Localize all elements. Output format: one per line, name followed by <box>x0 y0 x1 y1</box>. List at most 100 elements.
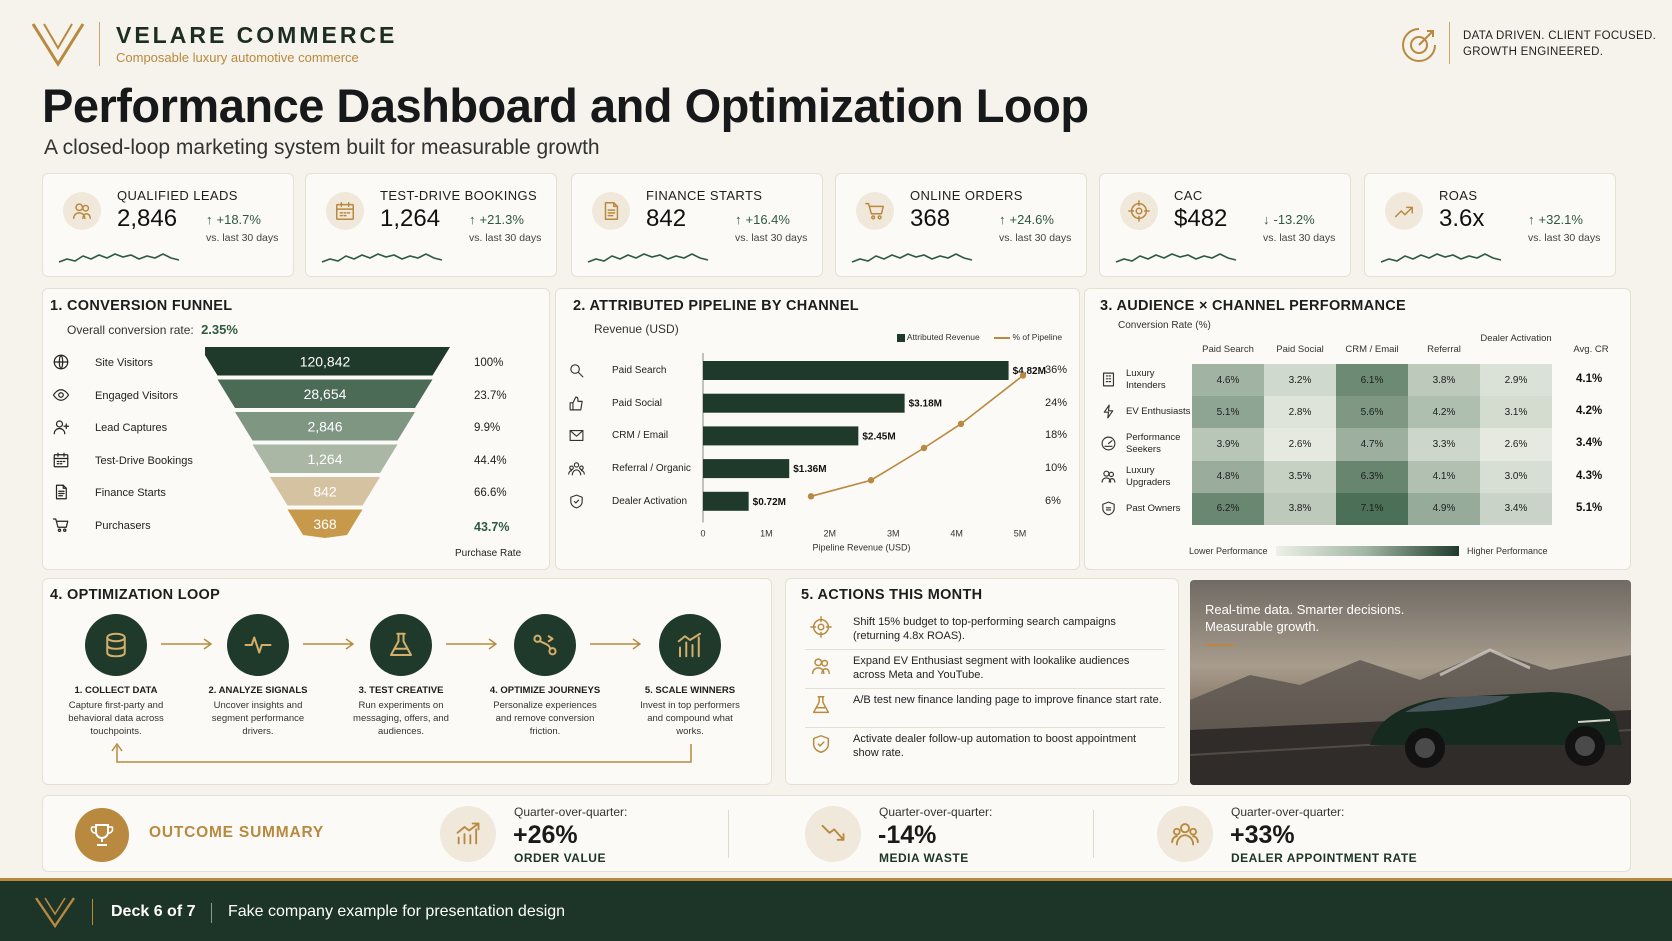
heatmap-cell: 2.9% <box>1480 364 1552 397</box>
heatmap-cell: 3.9% <box>1192 428 1264 461</box>
revenue-bar <box>703 426 859 446</box>
pipeline-pct-point <box>807 493 815 500</box>
legend-line-label: % of Pipeline <box>1012 332 1063 342</box>
action-item: A/B test new finance landing page to imp… <box>853 694 1162 706</box>
heatmap-cell: 4.9% <box>1408 492 1480 525</box>
kpi-value: 1,264 <box>380 205 441 232</box>
outcome-caption: Quarter-over-quarter: <box>1231 805 1345 819</box>
funnel-segment <box>287 509 363 538</box>
heatmap-row-label: Past Owners <box>1126 502 1181 514</box>
heatmap-row-label: Performance Seekers <box>1126 432 1181 456</box>
loop-step-desc: Run experiments on messaging, offers, an… <box>353 700 449 737</box>
heatmap-legend-high: Higher Performance <box>1467 546 1548 556</box>
funnel-stage-label: Site Visitors <box>95 357 153 369</box>
bar-chart-icon <box>659 614 721 676</box>
heatmap-row-label: Luxury Upgraders <box>1126 464 1171 488</box>
loop-arrow <box>160 637 214 651</box>
footer-divider-2 <box>211 903 212 923</box>
loop-card <box>42 578 772 785</box>
building-icon <box>1100 371 1117 393</box>
kpi-sparkline <box>321 253 443 263</box>
overall-conversion: Overall conversion rate: 2.35% <box>67 322 238 337</box>
heatmap-legend-bar <box>1276 546 1459 556</box>
heatmap-cell: 2.8% <box>1264 396 1336 429</box>
funnel-value: 2,846 <box>307 418 342 434</box>
x-axis-label: Pipeline Revenue (USD) <box>812 543 910 553</box>
channel-pct: 10% <box>1045 462 1068 475</box>
kpi-card: CAC $482 ↓ -13.2% vs. last 30 days <box>1099 173 1351 277</box>
heatmap-cell: 3.1% <box>1480 396 1552 429</box>
motto-line-2: GROWTH ENGINEERED. <box>1463 46 1604 58</box>
motto-line-1: DATA DRIVEN. CLIENT FOCUSED. <box>1463 30 1657 42</box>
heatmap-column-header: Dealer Activation <box>1480 333 1552 344</box>
kpi-delta-value: +32.1% <box>1538 212 1583 227</box>
funnel-stage-pct: 9.9% <box>474 422 501 434</box>
loop-step-title: 1. COLLECT DATA <box>74 685 158 696</box>
funnel-title: 1. CONVERSION FUNNEL <box>50 298 233 314</box>
bar-value-label: $2.45M <box>862 431 895 442</box>
outcome-label: DEALER APPOINTMENT RATE <box>1231 851 1418 865</box>
x-tick-label: 4M <box>950 529 963 539</box>
outcome-divider <box>728 810 729 858</box>
plug-icon <box>1100 403 1117 425</box>
brand-logo <box>31 23 85 67</box>
pipeline-pct-point <box>1019 372 1027 379</box>
channel-label: CRM / Email <box>612 430 669 442</box>
heatmap-cell: 4.2% <box>1408 396 1480 429</box>
kpi-delta-value: +18.7% <box>216 212 261 227</box>
kpi-value: 2,846 <box>117 205 178 232</box>
channel-label: Paid Social <box>612 397 663 409</box>
deck-number: Deck 6 of 7 <box>111 903 196 920</box>
bar-value-label: $0.72M <box>753 497 786 508</box>
mail-icon <box>568 427 585 449</box>
funnel-stage-label: Lead Captures <box>95 422 168 434</box>
bar-value-label: $1.36M <box>793 464 826 475</box>
action-divider <box>805 649 1165 650</box>
heatmap-cell: 4.6% <box>1192 364 1264 397</box>
footer: Deck 6 of 7 Fake company example for pre… <box>0 878 1672 941</box>
outcome-caption: Quarter-over-quarter: <box>514 805 628 819</box>
heatmap-row-label: EV Enthusiasts <box>1126 406 1191 418</box>
kpi-card: FINANCE STARTS 842 ↑ +16.4% vs. last 30 days <box>571 173 823 277</box>
outcome-divider <box>1093 810 1094 858</box>
decline-chart-icon <box>805 806 861 862</box>
database-icon <box>85 614 147 676</box>
funnel-stage-pct: 44.4% <box>474 454 507 467</box>
brand-tagline: Composable luxury automotive commerce <box>116 50 359 65</box>
channel-label: Dealer Activation <box>612 495 688 507</box>
heatmap-column-header: CRM / Email <box>1345 344 1399 355</box>
thumbs-up-icon <box>568 395 585 417</box>
group-icon <box>568 460 585 482</box>
calendar-icon <box>52 451 70 474</box>
channel-pct: 24% <box>1045 396 1068 409</box>
heatmap-row-avg: 4.3% <box>1576 469 1603 482</box>
funnel-stage-label: Purchasers <box>95 519 151 532</box>
kpi-sparkline <box>58 253 180 263</box>
x-tick-label: 5M <box>1014 529 1027 539</box>
action-item: Activate dealer follow-up automation to … <box>853 733 1137 759</box>
document-icon <box>52 483 70 506</box>
kpi-delta: ↑ +16.4% <box>735 212 790 227</box>
heatmap-row-avg: 5.1% <box>1576 501 1603 514</box>
kpi-label: CAC <box>1174 188 1203 203</box>
car-scene-illustration <box>1190 648 1631 785</box>
tagline-divider <box>1449 22 1450 64</box>
arrow-up-icon: ↑ <box>735 212 742 227</box>
loop-step-title: 4. OPTIMIZE JOURNEYS <box>489 685 601 696</box>
users-icon <box>810 655 832 682</box>
heatmap-legend-low: Lower Performance <box>1189 546 1268 556</box>
footer-logo <box>35 897 75 929</box>
overall-conversion-value: 2.35% <box>201 322 238 337</box>
channel-pct: 36% <box>1045 364 1068 376</box>
loop-return-arrow <box>111 742 692 763</box>
funnel-chart: 120,842 28,654 2,846 1,264 842 368 <box>205 347 450 538</box>
heatmap-column-header: Referral <box>1427 344 1461 355</box>
heatmap-cell: 5.6% <box>1336 396 1408 429</box>
funnel-segment <box>217 379 433 408</box>
kpi-sparkline <box>1115 253 1237 263</box>
channel-pct: 6% <box>1045 494 1061 507</box>
loop-step-title: 2. ANALYZE SIGNALS <box>208 685 308 696</box>
heatmap-cell: 3.5% <box>1264 460 1336 493</box>
shield-icon <box>810 733 832 760</box>
kpi-label: FINANCE STARTS <box>646 188 763 203</box>
